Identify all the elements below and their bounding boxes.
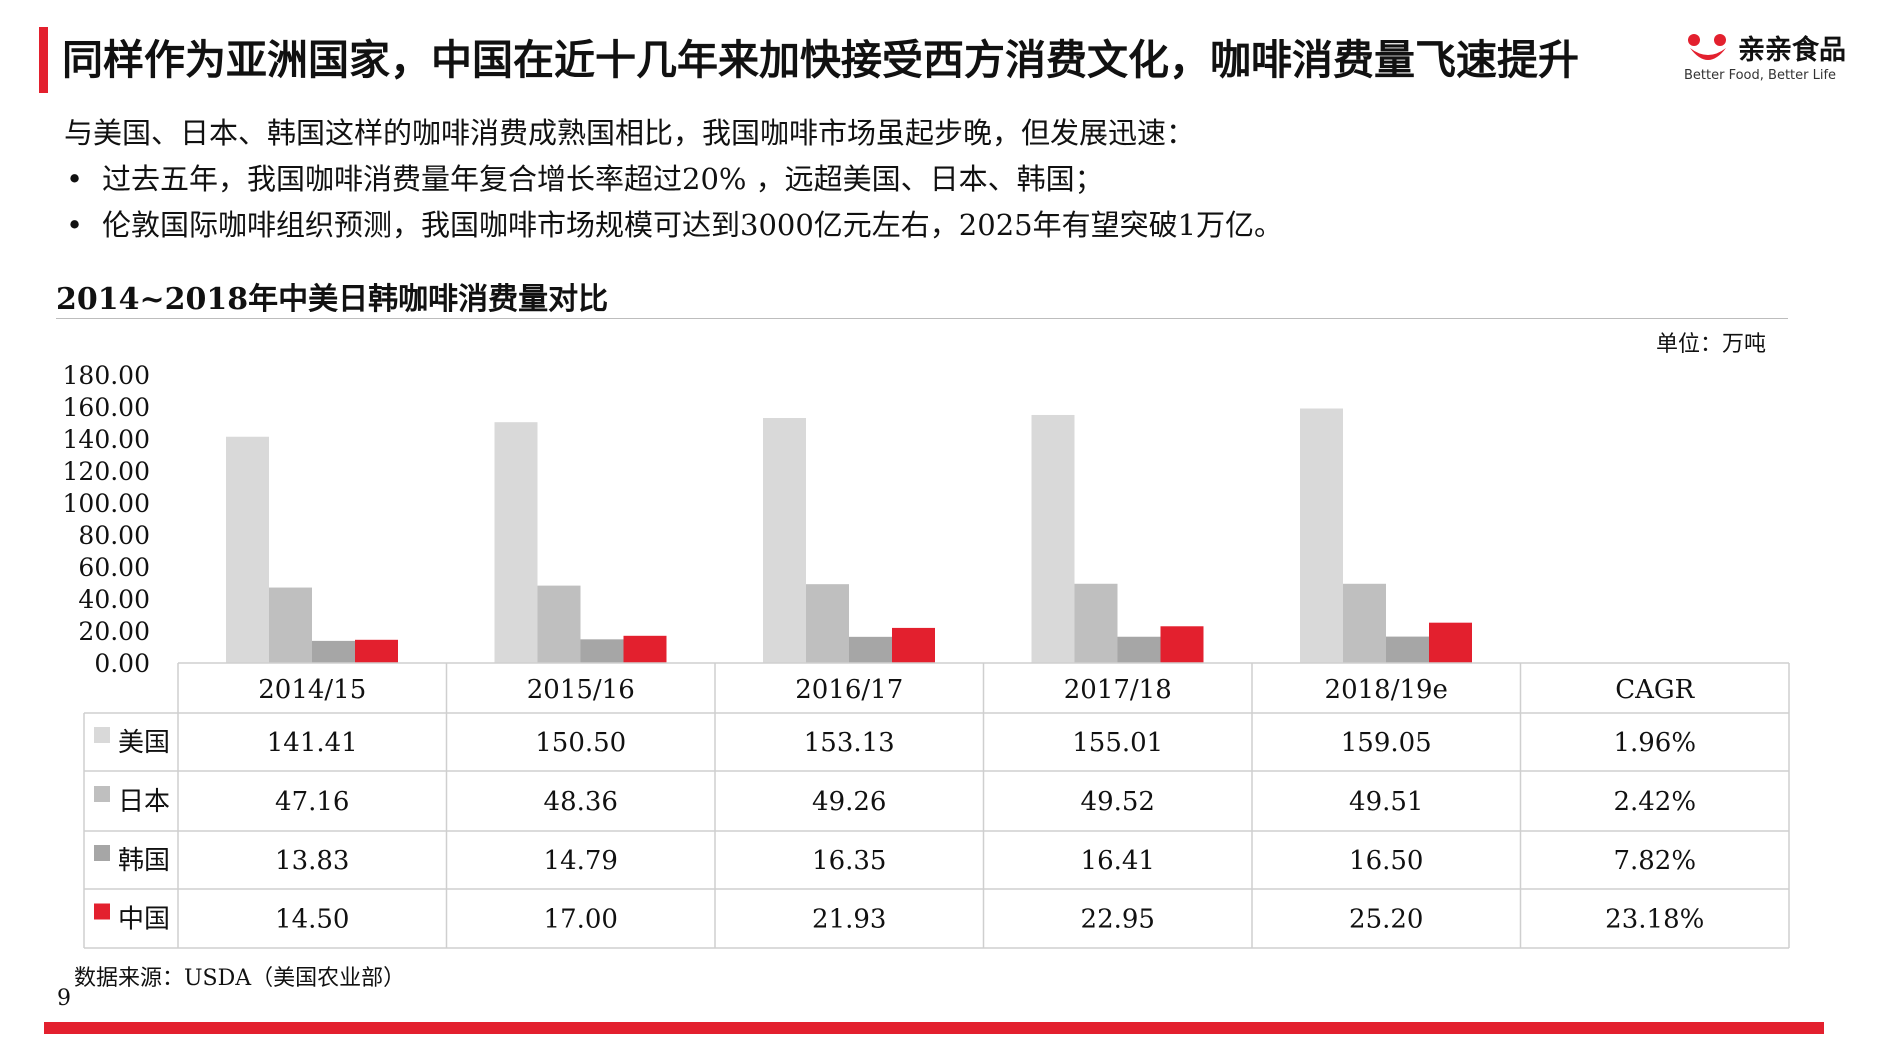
chart-title-divider (56, 318, 1788, 319)
cagr-label: 23.18% (1605, 905, 1704, 935)
legend-label: 日本 (118, 787, 170, 817)
y-tick-label: 180.00 (63, 361, 150, 390)
bar (312, 640, 355, 663)
page-title: 同样作为亚洲国家，中国在近十几年来加快接受西方消费文化，咖啡消费量飞速提升 (62, 36, 1579, 84)
data-label: 49.26 (812, 787, 886, 817)
cagr-label: 2.42% (1613, 787, 1696, 817)
bar (494, 422, 538, 663)
data-label: 48.36 (544, 787, 618, 817)
bullet-item: • 过去五年，我国咖啡消费量年复合增长率超过20% ，远超美国、日本、韩国； (64, 156, 1283, 202)
y-tick-label: 0.00 (94, 649, 150, 678)
data-label: 155.01 (1072, 728, 1163, 758)
bar (226, 436, 269, 663)
unit-label: 单位：万吨 (1656, 332, 1767, 357)
data-label: 14.50 (275, 905, 349, 935)
data-label: 25.20 (1349, 905, 1423, 935)
bar (849, 636, 892, 663)
page-number: 9 (57, 986, 71, 1011)
category-tick-label: 2017/18 (1064, 675, 1172, 705)
data-label: 16.41 (1081, 846, 1155, 876)
y-tick-label: 100.00 (63, 489, 150, 518)
brand-logo: 亲亲食品 Better Food, Better Life (1680, 28, 1860, 88)
smile-logo-icon (1688, 34, 1726, 60)
y-tick-label: 20.00 (78, 617, 150, 646)
data-label: 141.41 (267, 728, 358, 758)
category-tick-label: 2018/19e (1325, 675, 1448, 705)
bar (1343, 583, 1386, 663)
bar (806, 584, 849, 663)
cagr-label: 7.82% (1613, 846, 1696, 876)
intro-text: 与美国、日本、韩国这样的咖啡消费成熟国相比，我国咖啡市场虽起步晚，但发展迅速： (64, 116, 1196, 150)
y-tick-label: 160.00 (63, 393, 150, 422)
chart-title: 2014~2018年中美日韩咖啡消费量对比 (56, 282, 609, 317)
category-tick-label: CAGR (1615, 675, 1695, 705)
bar (1386, 636, 1429, 663)
category-tick-label: 2016/17 (795, 675, 903, 705)
bullet-list: • 过去五年，我国咖啡消费量年复合增长率超过20% ，远超美国、日本、韩国； • 伦… (64, 156, 1283, 248)
bullet-item: • 伦敦国际咖啡组织预测，我国咖啡市场规模可达到3000亿元左右，2025年有望突… (64, 202, 1283, 248)
y-tick-label: 60.00 (78, 553, 150, 582)
legend-swatch (94, 845, 110, 861)
data-label: 17.00 (544, 905, 618, 935)
data-label: 47.16 (275, 787, 349, 817)
bar (623, 635, 667, 663)
legend-swatch (94, 903, 110, 920)
brand-slogan: Better Food, Better Life (1684, 68, 1837, 83)
data-label: 21.93 (812, 905, 886, 935)
bullet-dot: • (66, 162, 84, 196)
bar (1117, 636, 1161, 663)
bar (1160, 626, 1204, 663)
legend-swatch (94, 786, 110, 802)
category-tick-label: 2015/16 (527, 675, 635, 705)
category-tick-label: 2014/15 (258, 675, 366, 705)
bullet-text: 过去五年，我国咖啡消费量年复合增长率超过20% ，远超美国、日本、韩国； (102, 162, 1104, 196)
data-label: 153.13 (804, 728, 895, 758)
data-label: 159.05 (1341, 728, 1432, 758)
y-tick-label: 140.00 (63, 425, 150, 454)
bar (537, 585, 581, 663)
cagr-label: 1.96% (1613, 728, 1696, 758)
bar (355, 639, 398, 663)
data-label: 13.83 (275, 846, 349, 876)
legend-label: 美国 (118, 728, 170, 758)
bullet-text: 伦敦国际咖啡组织预测，我国咖啡市场规模可达到3000亿元左右，2025年有望突破… (102, 208, 1284, 242)
bar (1429, 622, 1472, 663)
y-tick-label: 40.00 (78, 585, 150, 614)
bullet-dot: • (66, 208, 84, 242)
bar (1031, 414, 1075, 663)
data-label: 150.50 (535, 728, 626, 758)
legend-label: 中国 (118, 905, 170, 935)
legend-swatch (94, 727, 110, 743)
data-label: 14.79 (544, 846, 618, 876)
y-tick-label: 80.00 (78, 521, 150, 550)
bar (580, 639, 624, 663)
bar (892, 627, 935, 663)
data-label: 16.35 (812, 846, 886, 876)
data-label: 22.95 (1081, 905, 1155, 935)
data-label: 49.51 (1349, 787, 1423, 817)
data-source: 数据来源：USDA（美国农业部） (74, 966, 406, 991)
legend-label: 韩国 (118, 846, 170, 876)
brand-name: 亲亲食品 (1738, 35, 1846, 66)
footer-accent-bar (44, 1022, 1824, 1034)
data-label: 49.52 (1081, 787, 1155, 817)
bar (1300, 408, 1343, 663)
y-tick-label: 120.00 (63, 457, 150, 486)
data-label: 16.50 (1349, 846, 1423, 876)
bar (1074, 583, 1118, 663)
bar (763, 417, 806, 663)
title-accent-bar (39, 27, 48, 93)
bar (269, 587, 312, 663)
